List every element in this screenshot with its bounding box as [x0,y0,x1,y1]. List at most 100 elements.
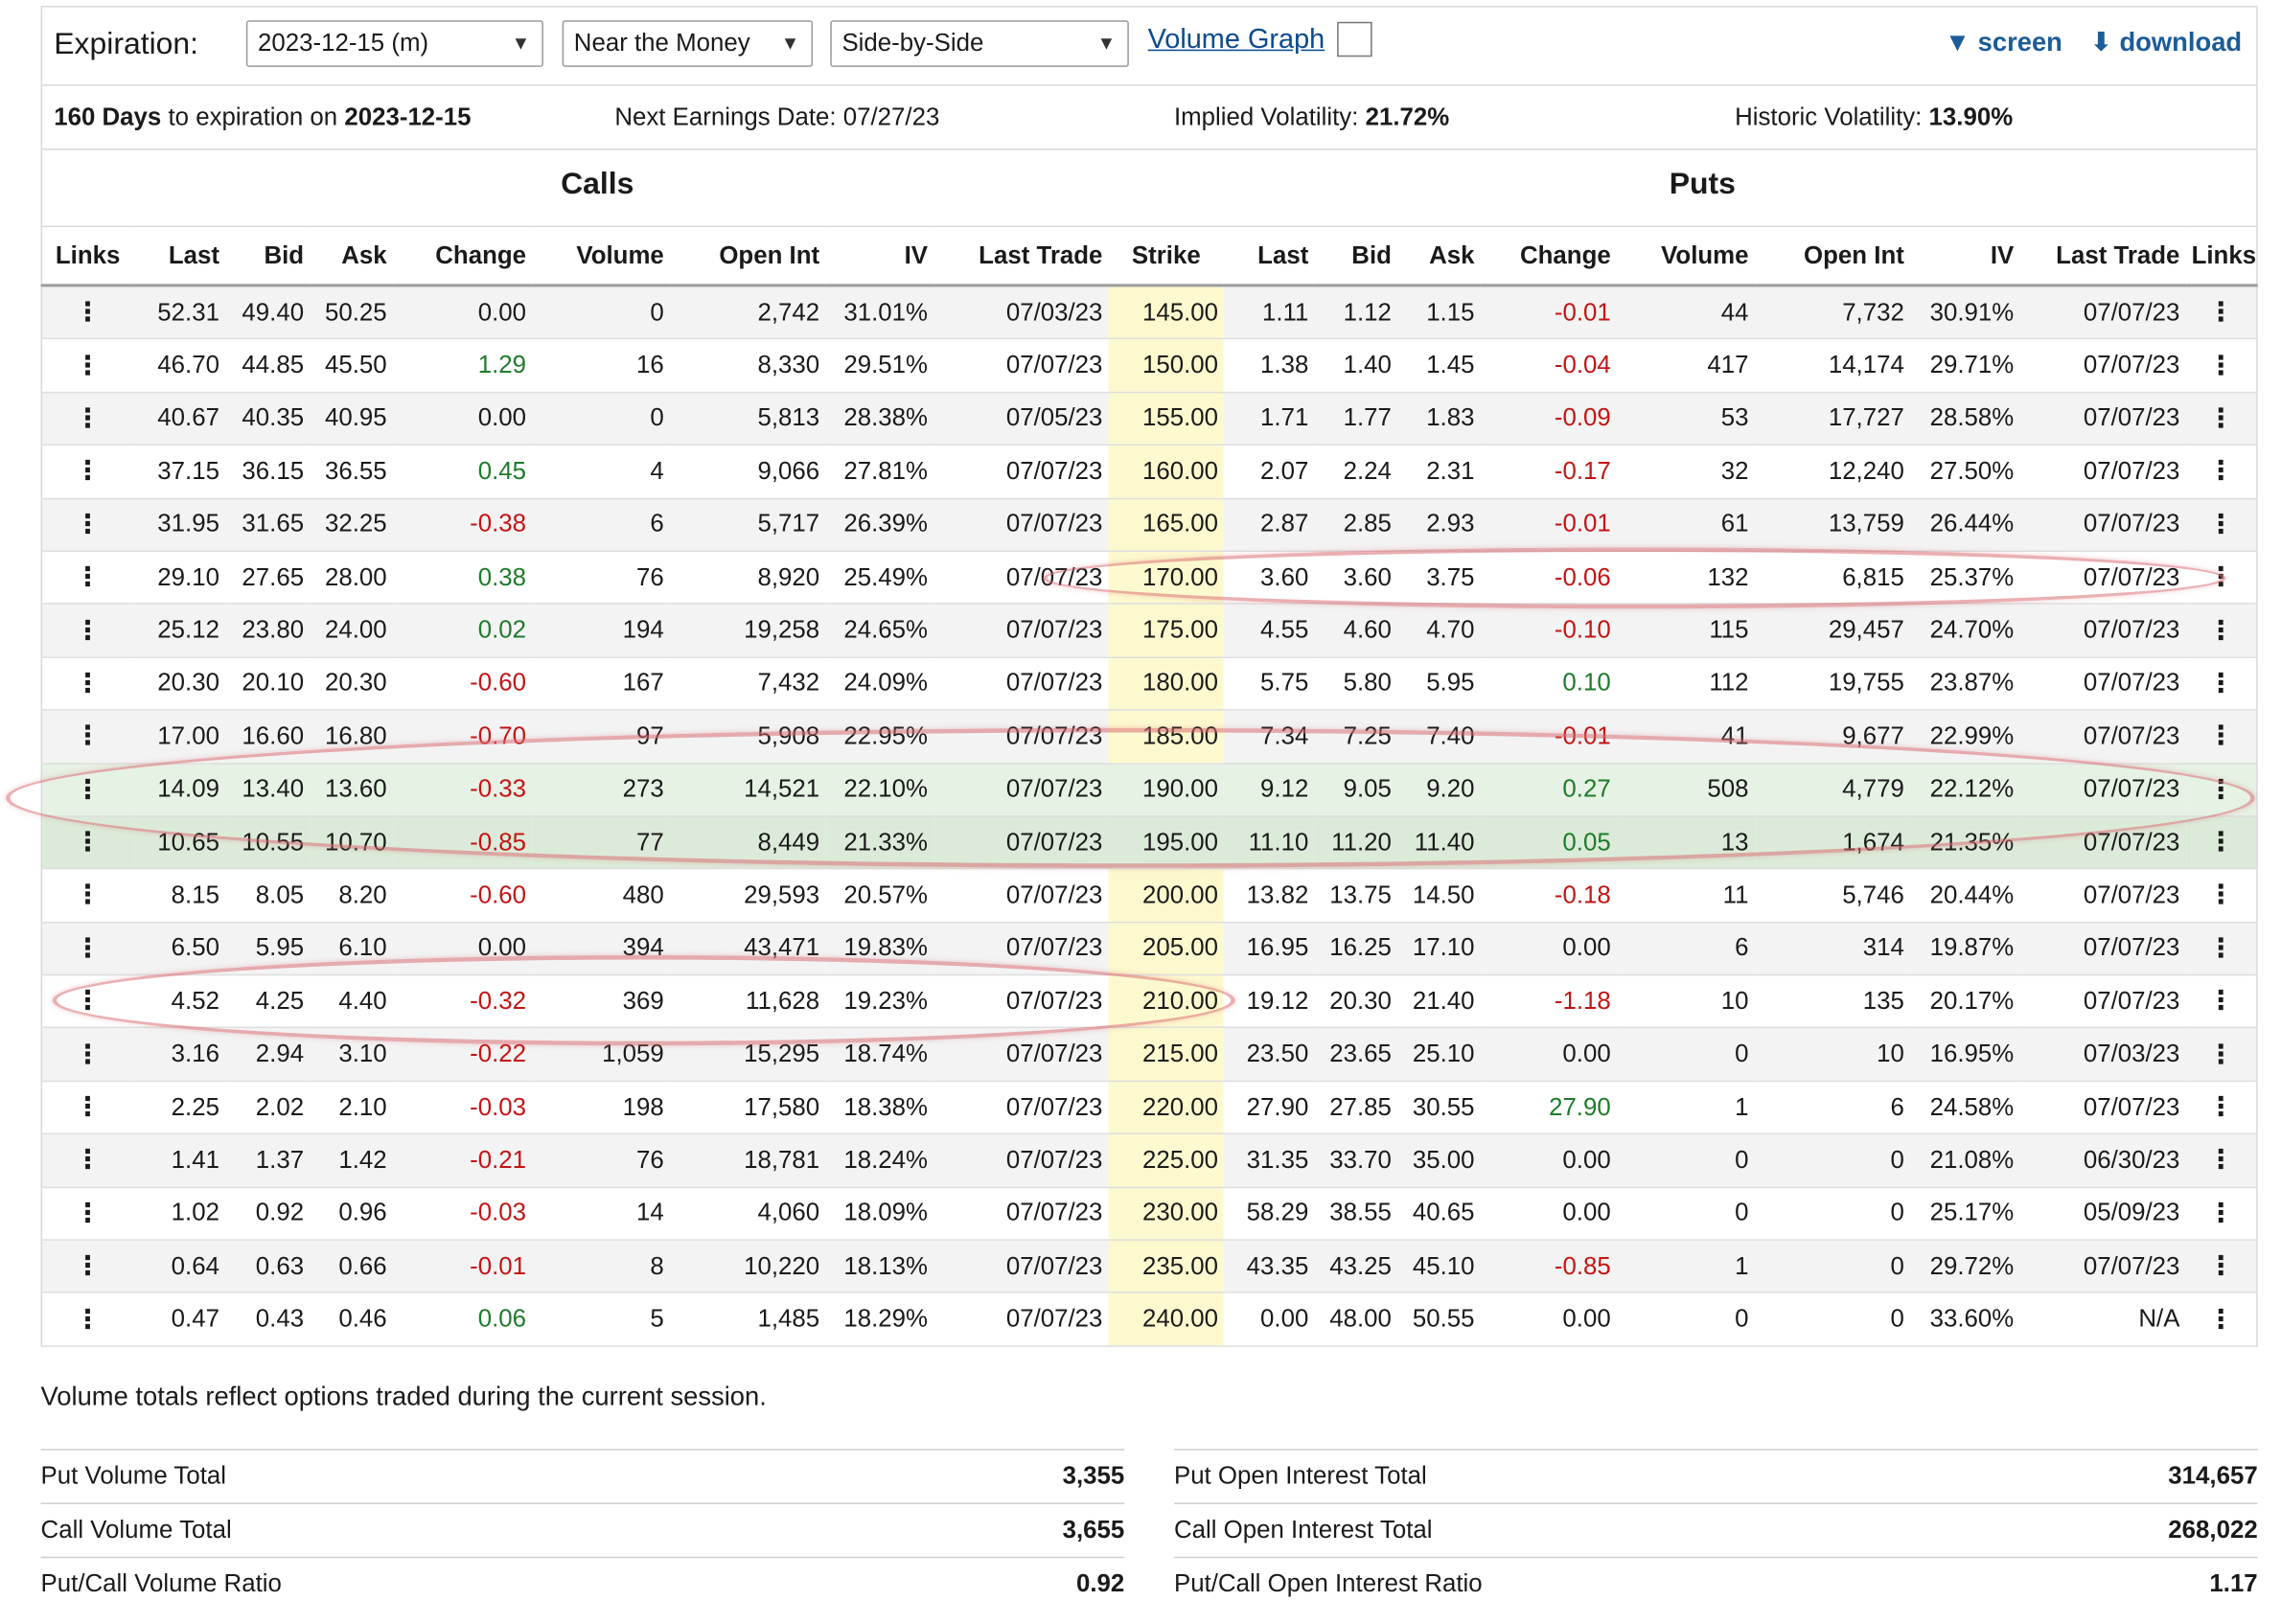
call-links-menu[interactable]: ⋮ [40,604,134,658]
put-links-menu[interactable]: ⋮ [2185,656,2258,711]
call-links-menu[interactable]: ⋮ [40,1186,134,1241]
put-cell: 45.10 [1396,1240,1481,1294]
call-links-menu[interactable]: ⋮ [40,815,134,870]
more-vertical-icon[interactable]: ⋮ [2207,561,2235,592]
more-vertical-icon[interactable]: ⋮ [74,350,102,380]
more-vertical-icon[interactable]: ⋮ [2207,509,2235,538]
more-vertical-icon[interactable]: ⋮ [2207,1250,2235,1281]
call-links-menu[interactable]: ⋮ [40,551,134,606]
more-vertical-icon[interactable]: ⋮ [2207,774,2235,804]
call-cell: 14 [532,1186,670,1241]
call-links-menu[interactable]: ⋮ [40,1133,134,1188]
call-cell: 07/07/23 [933,815,1109,870]
put-cell: 0.05 [1480,815,1617,870]
more-vertical-icon[interactable]: ⋮ [74,1145,102,1175]
volume-graph-checkbox[interactable] [1337,21,1372,57]
put-links-menu[interactable]: ⋮ [2185,922,2258,976]
more-vertical-icon[interactable]: ⋮ [2207,827,2235,857]
put-cell: 07/07/23 [2019,551,2186,606]
put-links-menu[interactable]: ⋮ [2185,604,2258,658]
call-links-menu[interactable]: ⋮ [40,1240,134,1294]
more-vertical-icon[interactable]: ⋮ [74,880,102,910]
more-vertical-icon[interactable]: ⋮ [2207,1039,2235,1069]
expiration-select[interactable]: 2023-12-15 (m) ▼ [245,20,543,67]
put-links-menu[interactable]: ⋮ [2185,710,2258,765]
put-links-menu[interactable]: ⋮ [2185,1027,2258,1083]
more-vertical-icon[interactable]: ⋮ [2207,1304,2235,1334]
more-vertical-icon[interactable]: ⋮ [74,721,102,751]
call-links-menu[interactable]: ⋮ [40,497,134,552]
more-vertical-icon[interactable]: ⋮ [74,456,102,486]
more-vertical-icon[interactable]: ⋮ [74,1198,102,1227]
more-vertical-icon[interactable]: ⋮ [74,561,102,592]
call-links-menu[interactable]: ⋮ [40,338,134,394]
more-vertical-icon[interactable]: ⋮ [2207,721,2235,751]
more-vertical-icon[interactable]: ⋮ [74,509,102,538]
more-vertical-icon[interactable]: ⋮ [2207,880,2235,910]
call-cell: 198 [532,1081,670,1135]
put-links-menu[interactable]: ⋮ [2185,974,2258,1029]
more-vertical-icon[interactable]: ⋮ [74,1304,102,1334]
more-vertical-icon[interactable]: ⋮ [74,1250,102,1281]
more-vertical-icon[interactable]: ⋮ [74,615,102,645]
call-links-menu[interactable]: ⋮ [40,392,134,446]
more-vertical-icon[interactable]: ⋮ [2207,668,2235,698]
call-cell: 76 [532,551,670,606]
more-vertical-icon[interactable]: ⋮ [2207,1198,2235,1227]
call-links-menu[interactable]: ⋮ [40,1292,134,1347]
put-links-menu[interactable]: ⋮ [2185,551,2258,606]
put-links-menu[interactable]: ⋮ [2185,1240,2258,1294]
more-vertical-icon[interactable]: ⋮ [74,402,102,433]
more-vertical-icon[interactable]: ⋮ [74,297,102,327]
layout-select[interactable]: Side-by-Side ▼ [830,20,1129,67]
put-links-menu[interactable]: ⋮ [2185,445,2258,499]
strike-cell: 190.00 [1108,763,1225,817]
put-links-menu[interactable]: ⋮ [2185,497,2258,552]
put-links-menu[interactable]: ⋮ [2185,1081,2258,1135]
volume-graph-link[interactable]: Volume Graph [1147,24,1325,56]
put-links-menu[interactable]: ⋮ [2185,1292,2258,1347]
call-links-menu[interactable]: ⋮ [40,445,134,499]
put-links-menu[interactable]: ⋮ [2185,285,2258,340]
more-vertical-icon[interactable]: ⋮ [74,668,102,698]
more-vertical-icon[interactable]: ⋮ [2207,1145,2235,1175]
screen-button[interactable]: ▼ screen [1945,28,2062,58]
call-links-menu[interactable]: ⋮ [40,974,134,1029]
call-links-menu[interactable]: ⋮ [40,763,134,817]
more-vertical-icon[interactable]: ⋮ [2207,297,2235,327]
more-vertical-icon[interactable]: ⋮ [2207,933,2235,963]
put-links-menu[interactable]: ⋮ [2185,392,2258,446]
call-links-menu[interactable]: ⋮ [40,1081,134,1135]
call-links-menu[interactable]: ⋮ [40,869,134,924]
more-vertical-icon[interactable]: ⋮ [74,774,102,804]
put-links-menu[interactable]: ⋮ [2185,1186,2258,1241]
more-vertical-icon[interactable]: ⋮ [74,1039,102,1069]
more-vertical-icon[interactable]: ⋮ [74,933,102,963]
more-vertical-icon[interactable]: ⋮ [2207,402,2235,433]
more-vertical-icon[interactable]: ⋮ [74,1091,102,1122]
more-vertical-icon[interactable]: ⋮ [74,827,102,857]
more-vertical-icon[interactable]: ⋮ [2207,615,2235,645]
put-cell: 0.10 [1480,656,1617,711]
call-links-menu[interactable]: ⋮ [40,710,134,765]
put-links-menu[interactable]: ⋮ [2185,815,2258,870]
put-links-menu[interactable]: ⋮ [2185,869,2258,924]
call-links-menu[interactable]: ⋮ [40,1027,134,1083]
range-select[interactable]: Near the Money ▼ [562,20,814,67]
option-row: ⋮ 37.15 36.15 36.55 0.45 4 9,066 27.81% 07/07/23… [40,445,2258,499]
put-links-menu[interactable]: ⋮ [2185,338,2258,394]
call-links-menu[interactable]: ⋮ [40,656,134,711]
more-vertical-icon[interactable]: ⋮ [2207,986,2235,1016]
more-vertical-icon[interactable]: ⋮ [2207,456,2235,486]
call-cell: 0.64 [133,1240,226,1294]
put-links-menu[interactable]: ⋮ [2185,763,2258,817]
put-cell: 1.77 [1314,392,1397,446]
put-links-menu[interactable]: ⋮ [2185,1133,2258,1188]
put-cell: 07/07/23 [2019,338,2186,394]
more-vertical-icon[interactable]: ⋮ [74,986,102,1016]
call-links-menu[interactable]: ⋮ [40,922,134,976]
call-links-menu[interactable]: ⋮ [40,285,134,340]
more-vertical-icon[interactable]: ⋮ [2207,1091,2235,1122]
download-button[interactable]: ⬇ download [2090,28,2242,58]
more-vertical-icon[interactable]: ⋮ [2207,350,2235,380]
